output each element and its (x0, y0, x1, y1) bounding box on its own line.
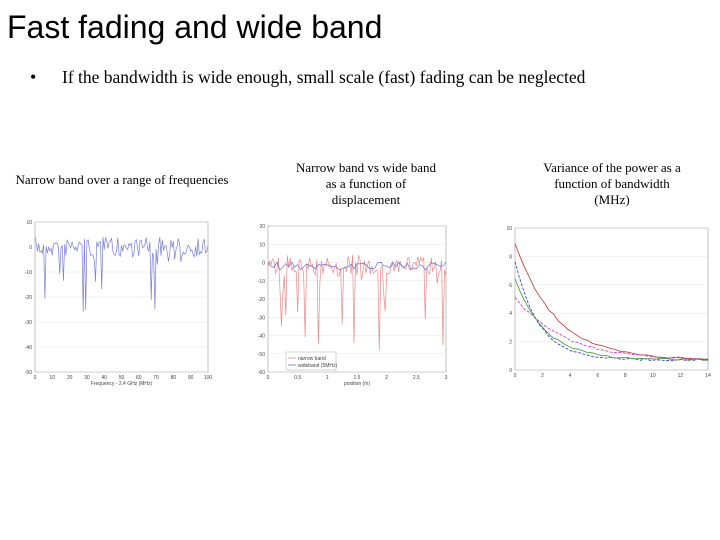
panel-caption: (MHz) (594, 192, 629, 207)
plot-line (267, 261, 447, 271)
x-tick-label: 10 (50, 375, 56, 381)
x-tick-label: 12 (678, 373, 684, 379)
panel-caption: Variance of the power as a (543, 160, 681, 175)
y-tick-label: 10 (26, 220, 32, 226)
y-tick-label: -20 (258, 297, 265, 303)
x-tick-label: 0 (34, 375, 37, 381)
x-axis-label: position (m) (344, 381, 370, 387)
y-tick-label: 8 (509, 254, 512, 260)
x-tick-label: 6 (596, 373, 599, 379)
bullet-dot: • (30, 67, 36, 87)
y-tick-label: -20 (25, 295, 32, 301)
x-tick-label: 8 (624, 373, 627, 379)
x-tick-label: 2 (385, 375, 388, 381)
y-tick-label: -40 (25, 345, 32, 351)
y-tick-label: -10 (258, 279, 265, 285)
plot-line (34, 236, 209, 312)
y-tick-label: -50 (258, 352, 265, 358)
x-axis-label: Frequency - 2.4 GHz (MHz) (91, 381, 153, 387)
x-tick-label: 3 (445, 375, 448, 381)
y-tick-label: 0 (29, 245, 32, 251)
y-tick-label: 20 (259, 224, 265, 230)
panel-caption: Narrow band vs wide band (296, 160, 437, 175)
x-tick-label: 90 (188, 375, 194, 381)
x-tick-label: 10 (650, 373, 656, 379)
panel-caption: Narrow band over a range of frequencies (16, 172, 229, 187)
legend-box (285, 351, 337, 371)
plot-line (514, 243, 709, 361)
legend-label: narrow band (298, 356, 326, 362)
panel-caption: function of bandwidth (554, 176, 670, 191)
x-tick-label: 0.5 (294, 375, 301, 381)
x-tick-label: 0 (514, 373, 517, 379)
x-tick-label: 1 (326, 375, 329, 381)
plot-line (514, 278, 709, 362)
x-tick-label: 50 (119, 375, 125, 381)
x-tick-label: 2.5 (413, 375, 420, 381)
y-tick-label: 0 (262, 261, 265, 267)
x-tick-label: 80 (171, 375, 177, 381)
y-tick-label: 2 (509, 340, 512, 346)
x-tick-label: 20 (67, 375, 73, 381)
y-tick-label: 10 (506, 226, 512, 232)
x-tick-label: 0 (267, 375, 270, 381)
panel-caption: as a function of (326, 176, 407, 191)
x-tick-label: 70 (153, 375, 159, 381)
y-tick-label: -60 (258, 370, 265, 376)
y-tick-label: -40 (258, 334, 265, 340)
x-tick-label: 2 (541, 373, 544, 379)
x-tick-label: 4 (569, 373, 572, 379)
x-tick-label: 60 (136, 375, 142, 381)
y-tick-label: -30 (25, 320, 32, 326)
x-tick-label: 1.5 (354, 375, 361, 381)
y-tick-label: -30 (258, 315, 265, 321)
y-tick-label: -10 (25, 270, 32, 276)
legend-label: wideband (5MHz) (298, 363, 338, 369)
y-tick-label: 6 (509, 283, 512, 289)
y-tick-label: -50 (25, 370, 32, 376)
plot-line (267, 254, 447, 351)
panel-caption: displacement (332, 192, 401, 207)
y-tick-label: 0 (509, 368, 512, 374)
x-tick-label: 14 (705, 373, 711, 379)
x-tick-label: 100 (204, 375, 213, 381)
y-tick-label: 4 (509, 311, 512, 317)
x-tick-label: 40 (101, 375, 107, 381)
plot-line (514, 297, 709, 360)
y-tick-label: 10 (259, 242, 265, 248)
x-tick-label: 30 (84, 375, 90, 381)
slide-title: Fast fading and wide band (7, 9, 382, 45)
bullet-text: If the bandwidth is wide enough, small s… (62, 67, 586, 87)
